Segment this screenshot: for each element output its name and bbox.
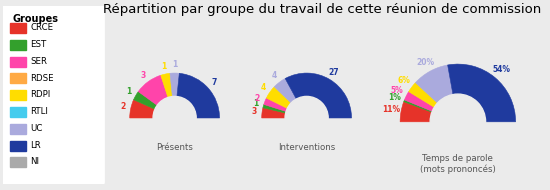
Text: RTLI: RTLI (30, 107, 48, 116)
Text: 1: 1 (161, 62, 166, 71)
Bar (10, 124, 26, 134)
Bar (10, 73, 26, 83)
Wedge shape (170, 73, 179, 97)
Bar (10, 141, 26, 150)
Wedge shape (400, 102, 432, 122)
Text: 6%: 6% (397, 76, 410, 85)
Text: 3: 3 (251, 107, 257, 116)
Wedge shape (263, 105, 286, 113)
Wedge shape (262, 108, 285, 118)
Text: 1: 1 (253, 99, 258, 108)
Circle shape (430, 94, 486, 150)
Wedge shape (177, 73, 219, 118)
Text: 27: 27 (328, 68, 339, 77)
Text: 11%: 11% (382, 105, 400, 114)
Text: EST: EST (30, 40, 46, 49)
Bar (10, 90, 26, 100)
Text: 0: 0 (455, 129, 460, 138)
Text: Groupes: Groupes (13, 14, 59, 24)
Text: RDSE: RDSE (30, 74, 54, 82)
Text: 7: 7 (211, 78, 217, 87)
Text: CRCE: CRCE (30, 23, 53, 32)
Text: 5%: 5% (390, 86, 404, 96)
Text: 4: 4 (261, 83, 266, 92)
Wedge shape (274, 78, 296, 103)
Text: 4: 4 (272, 71, 277, 80)
Text: NI: NI (30, 158, 39, 166)
Wedge shape (415, 65, 453, 103)
Wedge shape (404, 92, 434, 111)
Wedge shape (264, 98, 287, 112)
Bar (10, 23, 26, 33)
Text: Interventions: Interventions (278, 143, 336, 152)
Text: 0: 0 (304, 123, 309, 132)
Wedge shape (285, 73, 351, 118)
Wedge shape (130, 100, 155, 118)
Circle shape (285, 96, 328, 139)
Text: Temps de parole
(mots prononcés): Temps de parole (mots prononcés) (420, 154, 496, 174)
Text: 2: 2 (255, 94, 260, 103)
Text: Présents: Présents (156, 143, 193, 152)
Wedge shape (404, 100, 432, 112)
FancyBboxPatch shape (1, 4, 106, 188)
Text: 1: 1 (126, 87, 131, 96)
Text: 1: 1 (172, 60, 177, 70)
Text: LR: LR (30, 141, 41, 150)
Wedge shape (161, 73, 172, 97)
Bar (10, 57, 26, 67)
Text: 1%: 1% (388, 93, 401, 101)
Wedge shape (448, 64, 516, 122)
Wedge shape (134, 92, 157, 109)
Text: SER: SER (30, 57, 47, 66)
Text: 2: 2 (120, 102, 125, 112)
Text: 0: 0 (172, 123, 177, 132)
Text: RDPI: RDPI (30, 90, 51, 99)
Wedge shape (409, 83, 437, 107)
Bar (10, 40, 26, 50)
Bar (10, 107, 26, 117)
Bar (10, 157, 26, 167)
Wedge shape (138, 75, 168, 105)
Text: 20%: 20% (416, 58, 434, 66)
Circle shape (153, 96, 196, 139)
Text: UC: UC (30, 124, 42, 133)
Wedge shape (266, 87, 291, 108)
Text: 3: 3 (141, 71, 146, 80)
Text: 54%: 54% (493, 65, 510, 74)
Text: Répartition par groupe du travail de cette réunion de commission: Répartition par groupe du travail de cet… (103, 3, 541, 16)
